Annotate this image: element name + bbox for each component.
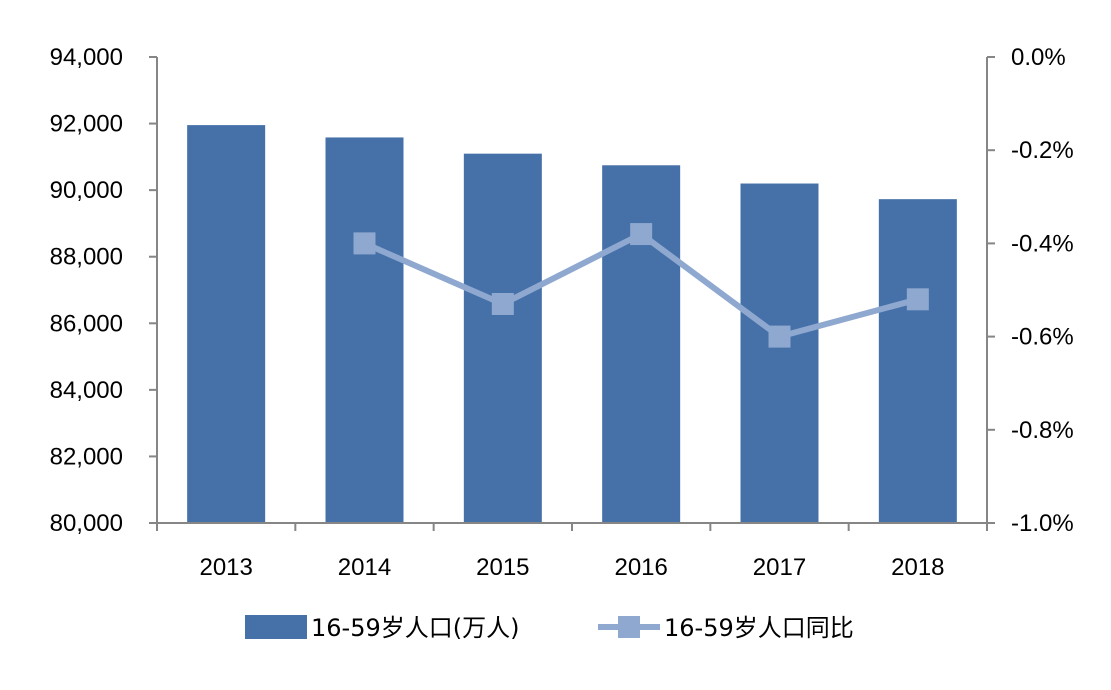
right-y-tick-label: -0.8% — [1011, 417, 1074, 444]
axes-layer — [156, 57, 988, 524]
bars-layer — [187, 125, 957, 524]
bar-2018 — [878, 199, 957, 524]
left-y-tick-label: 86,000 — [50, 310, 123, 337]
x-tick-label: 2016 — [614, 554, 667, 581]
bar-2014 — [325, 137, 404, 523]
right-y-tick-label: -0.2% — [1011, 137, 1074, 164]
left-y-axis-ticks: 80,000 82,000 84,000 86,000 88,000 90,000 92,0… — [50, 44, 157, 537]
left-y-tick-label: 80,000 — [50, 510, 123, 537]
x-tick-label: 2013 — [199, 554, 252, 581]
right-y-axis-ticks: -1.0% -0.8% -0.6% -0.4% -0.2% 0.0% — [987, 44, 1074, 537]
bar-2015 — [463, 153, 542, 523]
legend: 16-59岁人口(万人) 16-59岁人口同比 — [245, 614, 854, 642]
line-series-layer — [353, 223, 929, 348]
bar-2017 — [740, 183, 819, 524]
line-point-marker — [491, 292, 514, 315]
legend-bar-swatch — [245, 615, 307, 639]
line-point-marker — [630, 223, 653, 246]
line-point-marker — [353, 232, 376, 255]
right-y-tick-label: -1.0% — [1011, 510, 1074, 537]
bar-2013 — [187, 125, 266, 523]
line-point-marker — [906, 288, 929, 311]
left-y-tick-label: 88,000 — [50, 244, 123, 271]
right-y-tick-label: -0.4% — [1011, 230, 1074, 257]
legend-bar-label: 16-59岁人口(万人) — [311, 614, 519, 642]
x-tick-label: 2015 — [476, 554, 529, 581]
left-y-tick-label: 92,000 — [50, 111, 123, 138]
left-y-tick-label: 82,000 — [50, 443, 123, 470]
line-point-marker — [768, 325, 791, 348]
x-axis-ticks: 2013 2014 2015 2016 2017 2018 — [156, 523, 988, 581]
left-y-tick-label: 94,000 — [50, 44, 123, 71]
left-y-tick-label: 90,000 — [50, 177, 123, 204]
bar-2016 — [602, 165, 681, 523]
right-y-tick-label: -0.6% — [1011, 324, 1074, 351]
x-tick-label: 2018 — [891, 554, 944, 581]
x-tick-label: 2014 — [338, 554, 391, 581]
left-y-tick-label: 84,000 — [50, 377, 123, 404]
right-y-tick-label: 0.0% — [1011, 44, 1066, 71]
legend-line-label: 16-59岁人口同比 — [664, 614, 854, 642]
x-tick-label: 2017 — [753, 554, 806, 581]
legend-line-marker — [618, 616, 640, 638]
